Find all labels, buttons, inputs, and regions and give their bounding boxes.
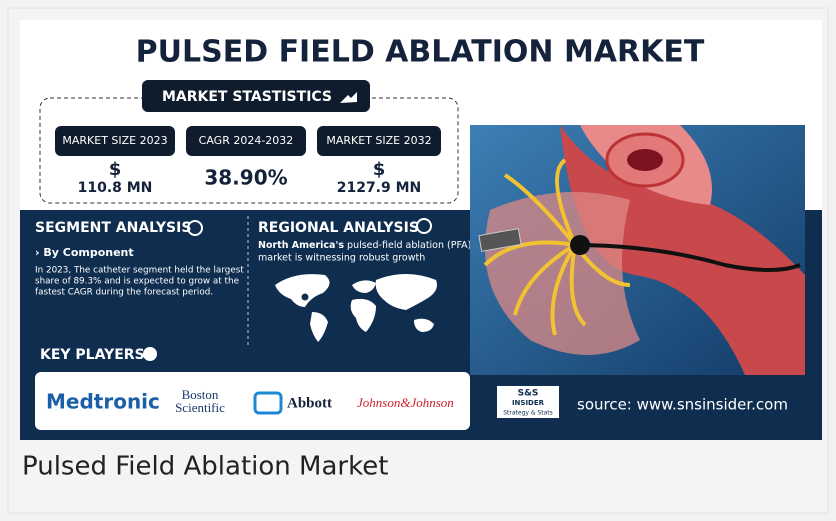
stat-prefix: $ [109, 159, 122, 180]
brand-mark: S&S [518, 389, 539, 399]
segment-subtitle: › By Component [35, 246, 134, 259]
regional-title: REGIONAL ANALYSIS [258, 220, 419, 236]
stat-prefix: $ [373, 159, 386, 180]
regional-text-2: market is witnessing robust growth [258, 253, 425, 264]
stat-label: MARKET SIZE 2023 [62, 134, 167, 147]
segment-line: fastest CAGR during the forecast period. [35, 288, 213, 298]
stat-label: CAGR 2024-2032 [199, 134, 294, 147]
player-logo: Scientific [175, 400, 225, 415]
key-players-icon [143, 347, 157, 361]
player-logo: Johnson&Johnson [357, 395, 454, 410]
stat-value: 2127.9 MN [337, 180, 422, 196]
stat-label: MARKET SIZE 2032 [326, 134, 431, 147]
catheter-tip [570, 235, 590, 255]
caption: Pulsed Field Ablation Market [22, 452, 388, 482]
segment-title: SEGMENT ANALYSIS [35, 220, 191, 236]
brand-name: INSIDER [512, 399, 545, 407]
stat-value: 110.8 MN [78, 180, 153, 196]
regional-text-1: North America's pulsed-field ablation (P… [258, 240, 471, 251]
stats-badge-text: MARKET STASTISTICS [162, 89, 332, 105]
source: source: www.snsinsider.com [577, 396, 788, 414]
player-logo: Abbott [287, 395, 332, 411]
segment-line: In 2023, The catheter segment held the l… [35, 266, 244, 276]
regional-line: pulsed-field ablation (PFA) [347, 240, 471, 251]
map-pin [301, 293, 309, 301]
stat-value: 38.90% [204, 166, 287, 190]
segment-text: In 2023, The catheter segment held the l… [35, 266, 244, 298]
brand-tagline: Strategy & Stats [503, 410, 553, 417]
key-players-title: KEY PLAYERS [40, 347, 145, 363]
player-logo: Medtronic [46, 390, 160, 414]
page: {"header": {"title": "PULSED FIELD ABLAT… [0, 0, 836, 521]
segment-line: share of 89.3% and is expected to grow a… [35, 277, 239, 287]
title: PULSED FIELD ABLATION MARKET [136, 35, 705, 70]
regional-bold: North America's [258, 240, 344, 251]
vessel-hole [627, 149, 663, 171]
screenshot: PULSED FIELD ABLATION MARKET MARKET STAS… [0, 0, 836, 521]
